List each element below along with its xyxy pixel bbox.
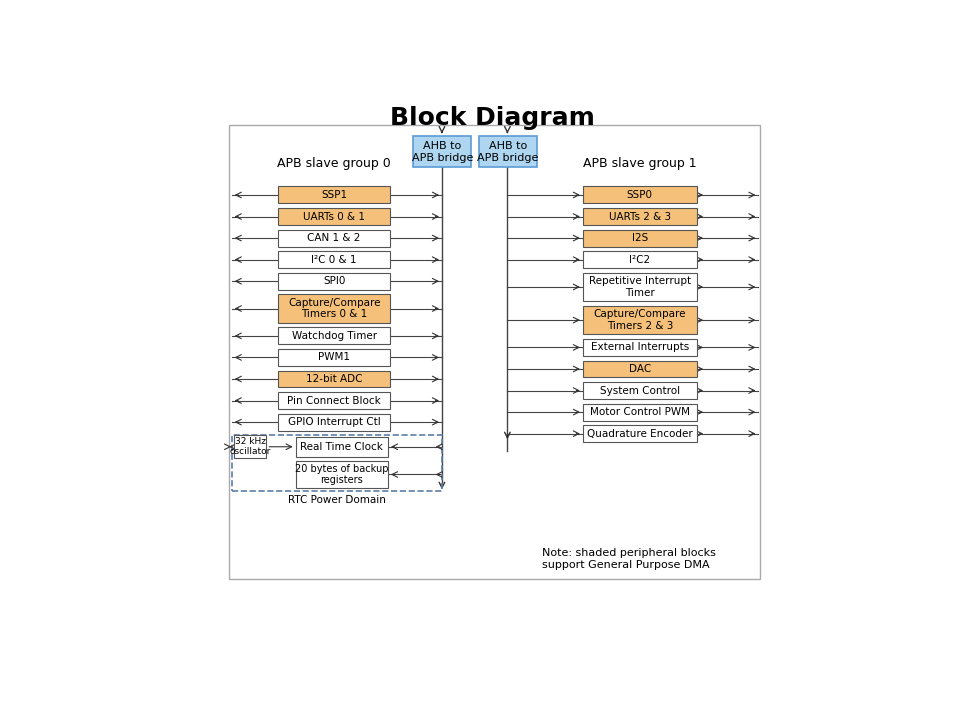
FancyBboxPatch shape	[583, 404, 697, 420]
Text: I2S: I2S	[632, 233, 648, 243]
FancyBboxPatch shape	[583, 339, 697, 356]
Text: APB slave group 1: APB slave group 1	[583, 157, 697, 170]
Text: DAC: DAC	[629, 364, 651, 374]
FancyBboxPatch shape	[583, 361, 697, 377]
Text: UARTs 0 & 1: UARTs 0 & 1	[303, 212, 365, 222]
Text: Capture/Compare
Timers 2 & 3: Capture/Compare Timers 2 & 3	[593, 310, 686, 331]
Text: Motor Control PWM: Motor Control PWM	[589, 407, 690, 417]
Text: 32 kHz
oscillator: 32 kHz oscillator	[229, 437, 271, 456]
Text: Quadrature Encoder: Quadrature Encoder	[587, 428, 693, 438]
Text: I²C2: I²C2	[629, 255, 651, 265]
Text: External Interrupts: External Interrupts	[590, 343, 689, 352]
FancyBboxPatch shape	[278, 414, 390, 431]
Text: SSP1: SSP1	[321, 190, 348, 200]
FancyBboxPatch shape	[234, 435, 266, 459]
FancyBboxPatch shape	[583, 382, 697, 399]
FancyBboxPatch shape	[296, 437, 388, 456]
Text: Block Diagram: Block Diagram	[390, 106, 594, 130]
Text: 20 bytes of backup
registers: 20 bytes of backup registers	[295, 464, 389, 485]
Text: AHB to
APB bridge: AHB to APB bridge	[477, 141, 539, 163]
Text: APB slave group 0: APB slave group 0	[277, 157, 391, 170]
FancyBboxPatch shape	[278, 392, 390, 409]
FancyBboxPatch shape	[583, 273, 697, 301]
FancyBboxPatch shape	[479, 137, 537, 167]
Text: SPI0: SPI0	[323, 276, 346, 287]
Text: Capture/Compare
Timers 0 & 1: Capture/Compare Timers 0 & 1	[288, 298, 380, 320]
FancyBboxPatch shape	[583, 426, 697, 442]
FancyBboxPatch shape	[278, 349, 390, 366]
Text: UARTs 2 & 3: UARTs 2 & 3	[609, 212, 671, 222]
FancyBboxPatch shape	[278, 273, 390, 289]
Text: Real Time Clock: Real Time Clock	[300, 442, 383, 451]
FancyBboxPatch shape	[278, 208, 390, 225]
Text: Note: shaded peripheral blocks
support General Purpose DMA: Note: shaded peripheral blocks support G…	[542, 549, 716, 570]
FancyBboxPatch shape	[414, 137, 471, 167]
Text: PWM1: PWM1	[318, 352, 350, 362]
FancyBboxPatch shape	[278, 251, 390, 268]
Text: System Control: System Control	[600, 385, 680, 395]
FancyBboxPatch shape	[278, 328, 390, 344]
FancyBboxPatch shape	[583, 186, 697, 204]
FancyBboxPatch shape	[583, 230, 697, 246]
Text: Repetitive Interrupt
Timer: Repetitive Interrupt Timer	[588, 276, 691, 298]
FancyBboxPatch shape	[583, 251, 697, 268]
Text: 12-bit ADC: 12-bit ADC	[306, 374, 362, 384]
Text: Watchdog Timer: Watchdog Timer	[292, 331, 376, 341]
FancyBboxPatch shape	[583, 208, 697, 225]
Text: AHB to
APB bridge: AHB to APB bridge	[412, 141, 473, 163]
FancyBboxPatch shape	[296, 461, 388, 488]
Text: GPIO Interrupt Ctl: GPIO Interrupt Ctl	[288, 417, 380, 427]
FancyBboxPatch shape	[278, 371, 390, 387]
Bar	[228, 125, 760, 579]
FancyBboxPatch shape	[278, 186, 390, 204]
FancyBboxPatch shape	[583, 306, 697, 334]
FancyBboxPatch shape	[278, 230, 390, 246]
Text: SSP0: SSP0	[627, 190, 653, 200]
FancyBboxPatch shape	[278, 294, 390, 323]
Text: RTC Power Domain: RTC Power Domain	[288, 495, 386, 505]
Text: I²C 0 & 1: I²C 0 & 1	[311, 255, 357, 265]
Text: CAN 1 & 2: CAN 1 & 2	[307, 233, 361, 243]
Text: Pin Connect Block: Pin Connect Block	[287, 395, 381, 405]
